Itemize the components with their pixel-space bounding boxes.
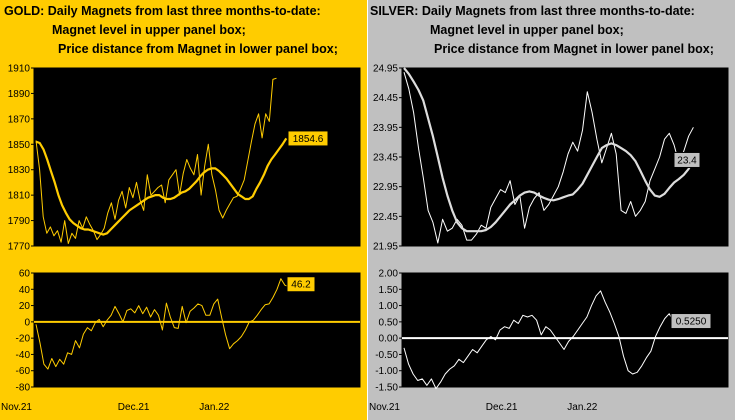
silver-lower-y-tick-label: -1.50 — [375, 383, 398, 394]
gold-upper-value-label: 1854.6 — [293, 134, 324, 145]
gold-lower-x-label: Nov.21 — [1, 402, 32, 413]
silver-lower-value-box — [670, 313, 712, 330]
gold-charts: 1770 1790 1810 1830 1850 1870 1890 1910 1854.6 -8… — [1, 64, 361, 413]
gold-upper-y-tick-label: 1830 — [8, 165, 31, 176]
silver-upper-y-tick-label: 24.45 — [373, 93, 398, 104]
gold-lower-y-tick-label: -20 — [16, 334, 31, 345]
silver-upper-y-tick-label: 22.45 — [373, 212, 398, 223]
silver-lower-y-tick-label: 0.50 — [379, 317, 399, 328]
gold-lower-x-label: Dec.21 — [118, 402, 150, 413]
gold-upper-y-tick-label: 1790 — [8, 216, 31, 227]
silver-upper-series-2-line — [403, 67, 695, 233]
silver-title-line1: SILVER: Daily Magnets from last three mo… — [370, 4, 695, 18]
gold-upper-series-2-line — [35, 137, 288, 236]
gold-lower-series-1-line — [35, 278, 294, 370]
silver-upper-series-1-line — [403, 72, 694, 244]
silver-lower-y-tick-label: -0.50 — [375, 350, 398, 361]
gold-title-line2: Magnet level in upper panel box; — [52, 23, 246, 37]
silver-lower-x-label: Nov.21 — [369, 402, 400, 413]
silver-lower-value-label: 0.5250 — [676, 317, 707, 328]
silver-lower-y-tick-label: 1.00 — [379, 301, 399, 312]
silver-lower-y-tick-label: 0.00 — [379, 334, 399, 345]
gold-lower-y-tick-label: 0 — [24, 317, 30, 328]
gold-panel: GOLD: Daily Magnets from last three mont… — [0, 0, 367, 420]
gold-lower-value-box — [286, 276, 316, 293]
silver-upper-y-tick-label: 22.95 — [373, 182, 398, 193]
gold-lower-y-tick-label: 20 — [19, 301, 31, 312]
silver-charts: 21.95 22.45 22.95 23.45 23.95 24.45 24.95 23.4 -… — [369, 64, 729, 413]
silver-title-line3: Price distance from Magnet in lower pane… — [434, 42, 714, 56]
silver-lower-series-1-line — [403, 290, 697, 390]
silver-lower-x-label: Dec.21 — [486, 402, 518, 413]
gold-upper-y-tick-label: 1910 — [8, 64, 31, 75]
silver-upper-y-tick-label: 24.95 — [373, 64, 398, 75]
silver-upper-y-tick-label: 21.95 — [373, 242, 398, 253]
gold-upper-value-box — [287, 130, 329, 147]
silver-upper-y-tick-label: 23.45 — [373, 153, 398, 164]
gold-upper-y-tick-label: 1870 — [8, 114, 31, 125]
gold-upper-y-tick-label: 1770 — [8, 242, 31, 253]
silver-lower-plot-area — [401, 272, 729, 388]
silver-title-line2: Magnet level in upper panel box; — [430, 23, 624, 37]
silver-lower-y-tick-label: 2.00 — [379, 269, 399, 280]
gold-lower-y-tick-label: -60 — [16, 366, 31, 377]
gold-lower-y-tick-label: 60 — [19, 269, 31, 280]
gold-upper-y-tick-label: 1850 — [8, 140, 31, 151]
silver-lower-y-tick-label: -1.00 — [375, 366, 398, 377]
gold-upper-y-tick-label: 1810 — [8, 191, 31, 202]
gold-lower-x-label: Jan.22 — [199, 402, 229, 413]
gold-upper-y-tick-label: 1890 — [8, 89, 31, 100]
gold-upper-series-1-line — [35, 77, 277, 244]
gold-title-line3: Price distance from Magnet in lower pane… — [58, 42, 338, 56]
silver-lower-x-label: Jan.22 — [567, 402, 597, 413]
silver-lower-y-tick-label: 1.50 — [379, 285, 399, 296]
gold-lower-y-tick-label: -80 — [16, 383, 31, 394]
silver-upper-value-label: 23.4 — [677, 155, 697, 166]
gold-title-line1: GOLD: Daily Magnets from last three mont… — [4, 4, 321, 18]
silver-panel: SILVER: Daily Magnets from last three mo… — [368, 0, 735, 420]
gold-lower-y-tick-label: 40 — [19, 285, 31, 296]
gold-lower-value-label: 46.2 — [291, 280, 311, 291]
silver-upper-value-box — [673, 151, 701, 168]
gold-lower-y-tick-label: -40 — [16, 350, 31, 361]
silver-upper-y-tick-label: 23.95 — [373, 123, 398, 134]
